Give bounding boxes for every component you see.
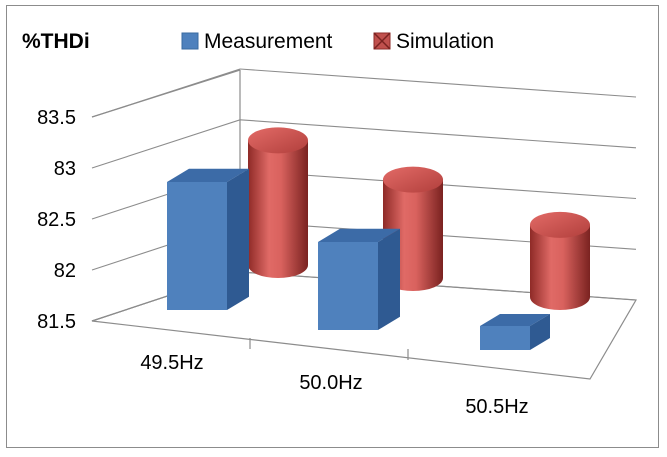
measurement-bar-side [227,168,249,310]
measurement-bar-side [530,314,550,350]
legend: Measurement Simulation [181,30,494,53]
y-tick-label: 81.5 [37,311,76,333]
x-axis-ticks [249,338,409,360]
measurement-bar-top [167,168,249,182]
y-tick-label: 82.5 [37,209,76,231]
simulation-cylinder-body [248,140,308,278]
x-tick-label: 50.0Hz [299,372,362,394]
measurement-bar-front [167,182,227,310]
x-tick-label: 49.5Hz [140,352,203,374]
legend-swatch-measurement [181,32,199,50]
measurement-bar-top [318,228,400,242]
chart-title: %THDi [22,30,90,53]
legend-swatch-simulation-mark [373,32,391,50]
y-tick-label: 82 [54,260,76,282]
simulation-cylinder-top [383,166,443,193]
y-tick-label: 83.5 [37,107,76,129]
y-axis-tick-labels: 83.5 83 82.5 82 81.5 [37,107,76,333]
simulation-cylinder-top [248,127,308,154]
y-tick-label: 83 [54,158,76,180]
measurement-bar-front [480,326,530,350]
x-tick-label: 50.5Hz [465,396,528,418]
measurement-bar-top [480,314,550,326]
x-axis-tick-labels: 49.5Hz 50.0Hz 50.5Hz [140,352,528,418]
bars [167,127,590,350]
gridline [91,119,637,169]
legend-label-simulation: Simulation [396,30,494,53]
simulation-cylinder-body [530,224,590,310]
legend-label-measurement: Measurement [204,30,333,53]
simulation-cylinder-top [530,211,590,238]
measurement-bar-front [318,242,378,330]
measurement-bar-side [378,228,400,330]
gridline [91,68,637,118]
